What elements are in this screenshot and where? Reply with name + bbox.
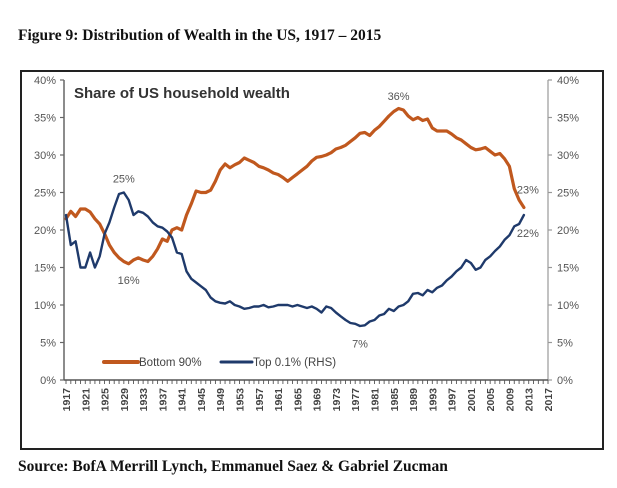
y2-tick-label: 25%	[557, 188, 579, 200]
x-tick-label: 1989	[408, 388, 420, 412]
legend-label-top-0-1: Top 0.1% (RHS)	[253, 357, 336, 369]
axes: 0% 0% 5% 5% 10% 10% 15% 15% 20% 20% 25% 25% 30% 30% 35…	[34, 75, 579, 411]
x-tick-label: 1921	[80, 388, 92, 412]
y2-tick-label: 5%	[557, 338, 573, 350]
x-tick-label: 1993	[427, 388, 439, 412]
legend: Bottom 90% Top 0.1% (RHS)	[102, 357, 336, 369]
x-tick-label: 1981	[369, 388, 381, 412]
x-tick-label: 1949	[215, 388, 227, 412]
y-tick-label: 5%	[40, 338, 56, 350]
y-tick-label: 15%	[34, 263, 56, 275]
series-layer	[64, 106, 526, 328]
x-tick-label: 1985	[389, 388, 401, 412]
data-label: 16%	[118, 275, 140, 287]
x-tick-label: 1929	[119, 388, 131, 412]
y2-tick-label: 15%	[557, 263, 579, 275]
series-line-top-0-1	[64, 191, 526, 328]
chart-frame	[20, 70, 604, 450]
x-tick-label: 2013	[524, 388, 536, 412]
x-tick-label: 2005	[485, 388, 497, 412]
data-label: 7%	[352, 339, 368, 351]
annotation-layer: 25% 16% 36% 7% 23% 22%	[113, 91, 539, 351]
x-tick-label: 1957	[254, 388, 266, 412]
y2-tick-label: 0%	[557, 375, 573, 387]
x-tick-label: 1925	[100, 388, 112, 412]
data-label: 25%	[113, 174, 135, 186]
x-tick-label: 1997	[447, 388, 459, 412]
data-label: 22%	[517, 228, 539, 240]
x-tick-label: 1965	[292, 388, 304, 412]
y2-tick-label: 40%	[557, 75, 579, 87]
figure-source: Source: BofA Merrill Lynch, Emmanuel Sae…	[18, 458, 448, 475]
x-tick-label: 1969	[312, 388, 324, 412]
y-tick-label: 0%	[40, 375, 56, 387]
x-tick-label: 1933	[138, 388, 150, 412]
legend-label-bottom-90: Bottom 90%	[139, 357, 202, 369]
x-tick-label: 1953	[235, 388, 247, 412]
data-label: 36%	[388, 91, 410, 103]
x-tick-label: 1961	[273, 388, 285, 412]
x-tick-label: 1941	[177, 388, 189, 412]
y-tick-label: 25%	[34, 188, 56, 200]
y-tick-label: 30%	[34, 150, 56, 162]
y2-tick-label: 35%	[557, 113, 579, 125]
chart-title: Share of US household wealth	[74, 85, 290, 102]
x-tick-label: 1937	[157, 388, 169, 412]
y-tick-label: 10%	[34, 300, 56, 312]
y2-tick-label: 30%	[557, 150, 579, 162]
y-tick-label: 35%	[34, 113, 56, 125]
x-tick-label: 1973	[331, 388, 343, 412]
x-tick-label: 1977	[350, 388, 362, 412]
series-line-bottom-90	[64, 106, 526, 266]
y2-tick-label: 20%	[557, 225, 579, 237]
figure-title: Figure 9: Distribution of Wealth in the …	[18, 27, 382, 44]
x-tick-label: 1945	[196, 388, 208, 412]
y2-tick-label: 10%	[557, 300, 579, 312]
x-tick-label: 1917	[61, 388, 73, 412]
x-tick-label: 2001	[466, 388, 478, 412]
data-label: 23%	[517, 185, 539, 197]
x-tick-label: 2017	[543, 388, 555, 412]
x-tick-label: 2009	[504, 388, 516, 412]
y-tick-label: 40%	[34, 75, 56, 87]
y-tick-label: 20%	[34, 225, 56, 237]
